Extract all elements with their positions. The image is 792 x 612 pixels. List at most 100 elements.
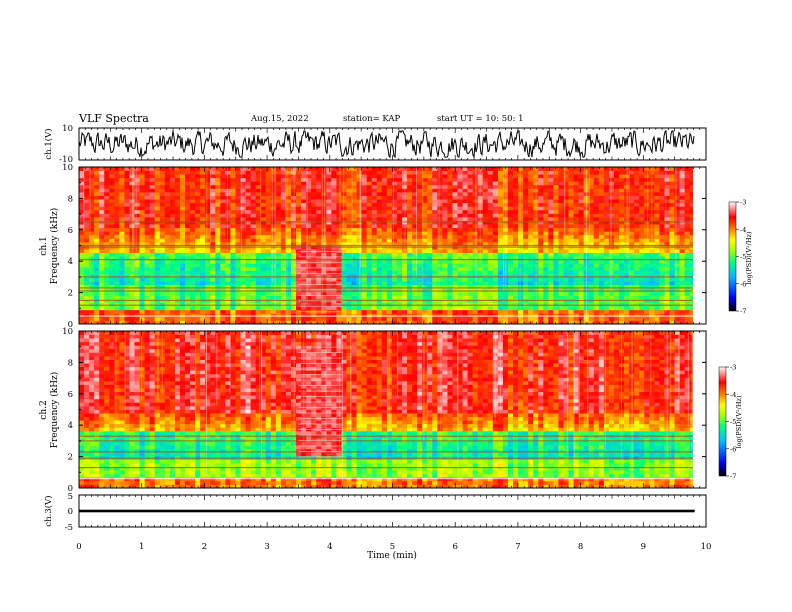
spectrogram-cell — [290, 316, 297, 321]
spectrogram-cell — [477, 213, 484, 218]
spectrogram-cell — [290, 231, 297, 236]
spectrogram-cell — [290, 195, 297, 200]
spectrogram-cell — [376, 320, 383, 324]
spectrogram-cell — [381, 284, 388, 289]
spectrogram-cell — [174, 224, 181, 229]
spectrogram-cell — [124, 252, 130, 257]
spectrogram-cell — [472, 220, 479, 225]
spectrogram-cell — [452, 224, 458, 229]
spectrogram-cell — [593, 288, 600, 293]
spectrogram-cell — [492, 266, 499, 271]
spectrogram-cell — [144, 288, 151, 293]
spectrogram-cell — [664, 238, 670, 243]
spectrogram-cell — [301, 259, 307, 264]
spectrogram-cell — [230, 191, 236, 196]
spectrogram-cell — [523, 188, 529, 193]
spectrogram-cell — [184, 270, 191, 275]
spectrogram-cell — [482, 274, 489, 279]
spectrogram-cell — [190, 234, 196, 239]
spectrogram-cell — [573, 306, 580, 311]
spectrogram-cell — [260, 277, 267, 282]
spectrogram-cell — [215, 284, 221, 289]
spectrogram-cell — [195, 281, 201, 286]
spectrogram-cell — [669, 241, 675, 246]
spectrogram-cell — [497, 216, 504, 221]
spectrogram-cell — [119, 209, 125, 214]
spectrogram-cell — [568, 256, 574, 261]
spectrogram-cell — [578, 231, 585, 236]
spectrogram-cell — [619, 316, 625, 321]
spectrogram-cell — [634, 241, 640, 246]
spectrogram-cell — [487, 213, 494, 218]
spectrogram-cell — [598, 284, 605, 289]
spectrogram-cell — [331, 306, 337, 311]
spectrogram-cell — [114, 220, 120, 225]
spectrogram-cell — [361, 231, 368, 236]
spectrogram-cell — [583, 188, 590, 193]
spectrogram-cell — [674, 216, 680, 221]
spectrogram-cell — [296, 227, 302, 232]
spectrogram-cell — [543, 277, 549, 282]
spectrogram-cell — [396, 249, 403, 254]
spectrogram-cell — [351, 202, 357, 207]
spectrogram-cell — [326, 277, 332, 282]
spectrogram-cell — [639, 241, 645, 246]
spectrogram-cell — [235, 299, 241, 303]
spectrogram-cell — [109, 277, 115, 282]
spectrogram-cell — [608, 274, 615, 279]
spectrogram-cell — [538, 224, 544, 229]
spectrogram-cell — [654, 191, 660, 196]
spectrogram-cell — [129, 199, 135, 204]
spectrogram-cell — [664, 256, 670, 261]
spectrogram-cell — [336, 238, 342, 243]
spectrogram-cell — [644, 213, 650, 218]
spectrogram-cell — [502, 277, 509, 282]
spectrogram-cell — [159, 213, 166, 218]
spectrogram-cell — [578, 266, 585, 271]
spectrogram-cell — [311, 234, 317, 239]
spectrogram-cell — [169, 216, 176, 221]
spectrogram-cell — [205, 249, 211, 254]
spectrogram-cell — [341, 284, 347, 289]
spectrogram-cell — [427, 209, 433, 214]
spectrogram-cell — [381, 313, 388, 318]
spectrogram-cell — [376, 241, 383, 246]
spectrogram-cell — [583, 241, 590, 246]
spectrogram-cell — [255, 188, 262, 193]
spectrogram-cell — [220, 274, 226, 279]
spectrogram-cell — [487, 295, 494, 300]
spectrogram-cell — [179, 224, 186, 229]
spectrogram-cell — [412, 313, 418, 318]
spectrogram-cell — [321, 184, 327, 189]
spectrogram-cell — [386, 209, 393, 214]
spectrogram-cell — [533, 284, 539, 289]
spectrogram-cell — [200, 184, 206, 189]
spectrogram-cell — [391, 184, 398, 189]
spectrogram-cell — [275, 216, 282, 221]
spectrogram-cell — [613, 291, 620, 296]
spectrogram-cell — [497, 209, 504, 214]
spectrogram-cell — [306, 284, 312, 289]
spectrogram-cell — [568, 199, 574, 204]
spectrogram-cell — [558, 288, 564, 293]
spectrogram-cell — [119, 252, 125, 257]
spectrogram-cell — [603, 209, 610, 214]
spectrogram-cell — [104, 320, 110, 324]
spectrogram-cell — [543, 295, 549, 300]
spectrogram-cell — [659, 295, 665, 300]
spectrogram-cell — [230, 202, 236, 207]
spectrogram-cell — [417, 309, 423, 314]
spectrogram-cell — [371, 252, 378, 257]
spectrogram-cell — [250, 199, 257, 204]
spectrogram-cell — [99, 259, 105, 264]
spectrogram-cell — [583, 209, 590, 214]
spectrogram-cell — [356, 302, 363, 307]
spectrogram-cell — [336, 306, 342, 311]
spectrogram-cell — [341, 313, 347, 318]
spectrogram-cell — [472, 249, 479, 254]
spectrogram-cell — [386, 249, 393, 254]
spectrogram-cell — [507, 195, 514, 200]
spectrogram-cell — [507, 224, 514, 229]
spectrogram-cell — [507, 284, 514, 289]
spectrogram-cell — [366, 220, 373, 225]
